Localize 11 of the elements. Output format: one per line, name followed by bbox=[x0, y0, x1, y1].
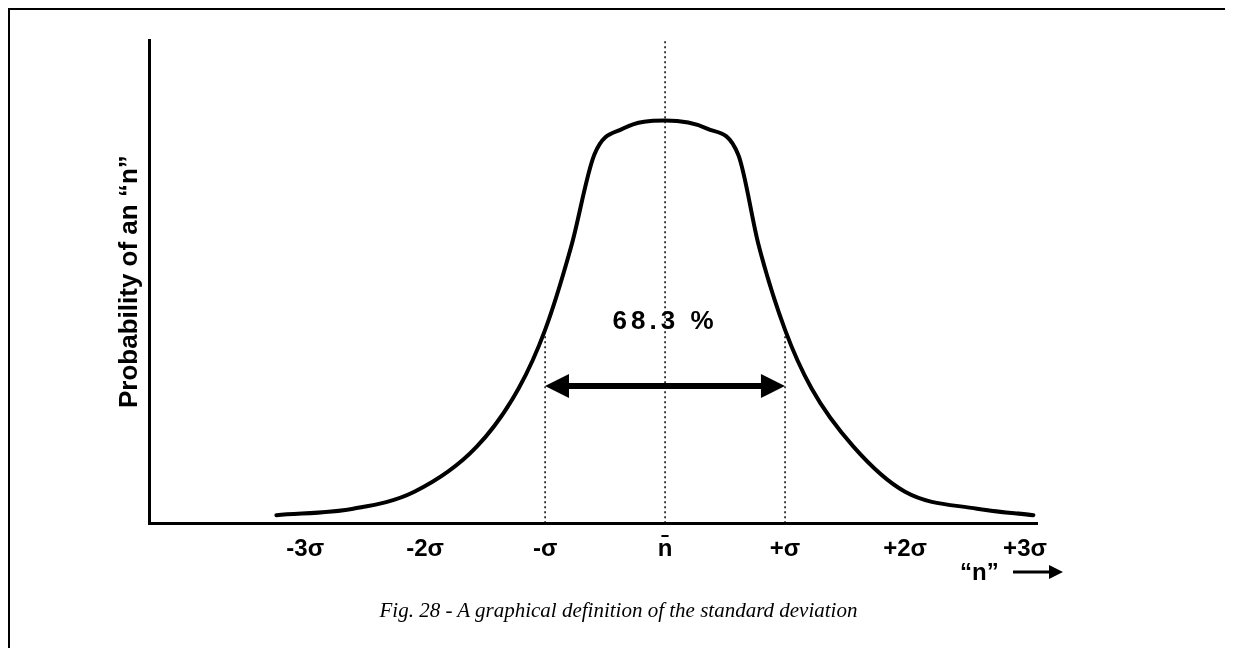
x-tick-label: +2σ bbox=[883, 534, 927, 562]
annotation: 68.3 % bbox=[612, 305, 718, 336]
caption: Fig. 28 - A graphical definition of the standard deviation bbox=[378, 598, 859, 623]
x-tick-label: -2σ bbox=[406, 534, 445, 562]
x-axis-title: “n” bbox=[960, 558, 999, 586]
x-tick-label: -3σ bbox=[286, 534, 325, 562]
x-tick-label: +3σ bbox=[1003, 534, 1047, 562]
x-tick-label: -σ bbox=[532, 534, 558, 562]
x-tick-label: +σ bbox=[769, 534, 801, 562]
y-axis-title: Probability of an “n” bbox=[112, 155, 143, 408]
x-tick-label: n̄ bbox=[657, 534, 673, 562]
